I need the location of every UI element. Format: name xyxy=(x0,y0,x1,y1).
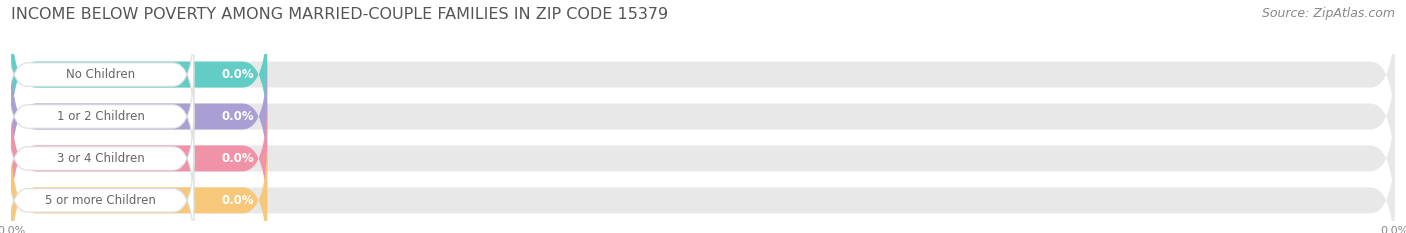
Text: 3 or 4 Children: 3 or 4 Children xyxy=(56,152,145,165)
FancyBboxPatch shape xyxy=(11,138,267,233)
Text: 1 or 2 Children: 1 or 2 Children xyxy=(56,110,145,123)
FancyBboxPatch shape xyxy=(7,23,194,126)
Text: No Children: No Children xyxy=(66,68,135,81)
Text: INCOME BELOW POVERTY AMONG MARRIED-COUPLE FAMILIES IN ZIP CODE 15379: INCOME BELOW POVERTY AMONG MARRIED-COUPL… xyxy=(11,7,668,22)
FancyBboxPatch shape xyxy=(11,12,1395,137)
Text: 0.0%: 0.0% xyxy=(221,194,253,207)
FancyBboxPatch shape xyxy=(11,96,267,221)
FancyBboxPatch shape xyxy=(11,138,1395,233)
FancyBboxPatch shape xyxy=(7,149,194,233)
Text: 0.0%: 0.0% xyxy=(221,68,253,81)
Text: 0.0%: 0.0% xyxy=(221,110,253,123)
FancyBboxPatch shape xyxy=(7,65,194,168)
Text: Source: ZipAtlas.com: Source: ZipAtlas.com xyxy=(1261,7,1395,20)
FancyBboxPatch shape xyxy=(11,12,267,137)
Text: 0.0%: 0.0% xyxy=(221,152,253,165)
FancyBboxPatch shape xyxy=(11,54,1395,179)
Text: 5 or more Children: 5 or more Children xyxy=(45,194,156,207)
FancyBboxPatch shape xyxy=(11,96,1395,221)
FancyBboxPatch shape xyxy=(11,54,267,179)
FancyBboxPatch shape xyxy=(7,107,194,210)
